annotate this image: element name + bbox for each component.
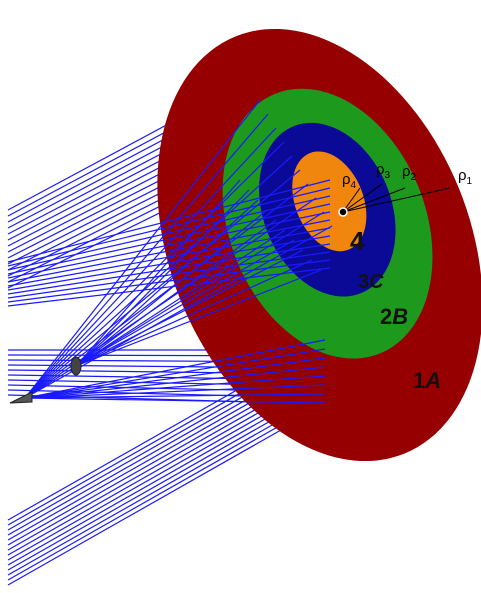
target (97, 0, 481, 510)
diagram: ρ1 ρ2 ρ3 ρ4 1A 2B 3C 4 (0, 0, 481, 593)
zone-label: 4 (350, 226, 365, 256)
cone (10, 392, 32, 403)
zone-label: 1A (413, 368, 441, 393)
center-point (339, 208, 347, 216)
cone (71, 357, 81, 375)
ray (8, 405, 325, 585)
zone-label: 2B (380, 304, 408, 329)
rho-label: ρ1 (458, 167, 473, 187)
zone-label: 3C (358, 271, 384, 293)
